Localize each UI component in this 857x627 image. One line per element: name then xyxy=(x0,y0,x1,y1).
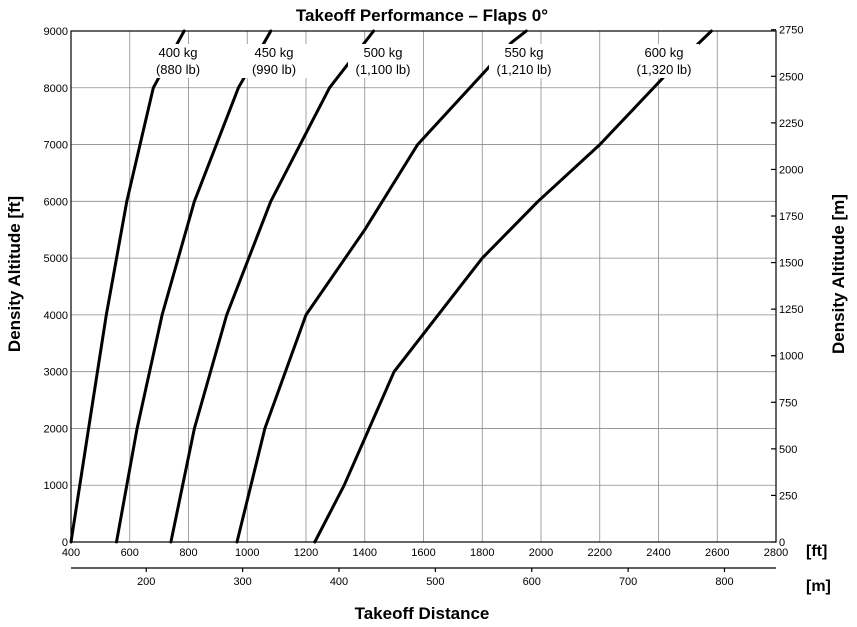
y-tick-label-m: 500 xyxy=(779,444,797,456)
series-line xyxy=(169,29,376,544)
y-tick-label-m: 250 xyxy=(779,490,797,502)
x-tick-label-ft: 1800 xyxy=(470,547,494,559)
y-tick-label-m: 0 xyxy=(779,537,785,549)
y-tick-label-ft: 4000 xyxy=(44,310,68,322)
x-tick-label-ft: 2600 xyxy=(705,547,729,559)
y-tick-label-ft: 0 xyxy=(62,537,68,549)
series-line xyxy=(235,29,528,544)
y-tick-label-ft: 9000 xyxy=(44,26,68,38)
y-tick-label-ft: 3000 xyxy=(44,367,68,379)
series-label-mass-kg: 550 kg xyxy=(504,45,543,60)
series-line xyxy=(313,29,713,544)
y-tick-label-ft: 5000 xyxy=(44,253,68,265)
x-tick-label-ft: 800 xyxy=(179,547,197,559)
series-label-background xyxy=(629,44,699,78)
series-label-background xyxy=(143,44,213,78)
x-tick-label-m: 400 xyxy=(330,576,348,588)
y-tick-label-ft: 6000 xyxy=(44,196,68,208)
x-tick-label-ft: 2200 xyxy=(588,547,612,559)
y-axis-title-right: Density Altitude [m] xyxy=(829,194,848,354)
x-tick-label-ft: 2000 xyxy=(529,547,553,559)
x-tick-label-ft: 2400 xyxy=(646,547,670,559)
y-tick-label-m: 2500 xyxy=(779,71,803,83)
x-tick-label-ft: 400 xyxy=(62,547,80,559)
x-tick-label-m: 500 xyxy=(426,576,444,588)
series-line xyxy=(115,29,273,544)
y-tick-label-m: 1750 xyxy=(779,211,803,223)
y-tick-label-ft: 8000 xyxy=(44,83,68,95)
x-tick-label-ft: 1600 xyxy=(411,547,435,559)
x-unit-m-label: [m] xyxy=(806,578,831,595)
chart-title: Takeoff Performance – Flaps 0° xyxy=(296,6,548,25)
x-unit-ft-label: [ft] xyxy=(806,543,827,560)
series-label-mass-lb: (1,210 lb) xyxy=(497,62,552,77)
tick-layer: 400 600 800 1000 1200 1400 1600 1800 2000 2200 240… xyxy=(44,25,804,588)
x-axis-title: Takeoff Distance xyxy=(355,604,490,623)
x-tick-label-ft: 2800 xyxy=(764,547,788,559)
curve-layer xyxy=(69,29,713,544)
y-axis-title-left: Density Altitude [ft] xyxy=(5,196,24,352)
x-tick-label-m: 200 xyxy=(137,576,155,588)
series-label-mass-lb: (1,320 lb) xyxy=(637,62,692,77)
series-label-mass-lb: (1,100 lb) xyxy=(356,62,411,77)
series-label-background xyxy=(348,44,418,78)
x-tick-label-ft: 1200 xyxy=(294,547,318,559)
series-label-mass-lb: (880 lb) xyxy=(156,62,200,77)
y-tick-label-m: 2250 xyxy=(779,118,803,130)
y-tick-label-m: 1000 xyxy=(779,351,803,363)
x-tick-label-ft: 600 xyxy=(121,547,139,559)
series-label-mass-kg: 400 kg xyxy=(158,45,197,60)
series-line xyxy=(69,29,186,544)
y-tick-label-m: 1500 xyxy=(779,258,803,270)
x-tick-label-m: 300 xyxy=(233,576,251,588)
x-tick-label-m: 800 xyxy=(715,576,733,588)
x-tick-label-m: 600 xyxy=(523,576,541,588)
grid-layer xyxy=(70,30,777,543)
x-tick-label-ft: 1000 xyxy=(235,547,259,559)
y-tick-label-m: 2750 xyxy=(779,25,803,37)
series-label-mass-kg: 600 kg xyxy=(644,45,683,60)
y-tick-label-ft: 7000 xyxy=(44,140,68,152)
y-tick-label-m: 750 xyxy=(779,397,797,409)
y-tick-label-m: 1250 xyxy=(779,304,803,316)
series-label-mass-lb: (990 lb) xyxy=(252,62,296,77)
series-label-mass-kg: 500 kg xyxy=(363,45,402,60)
series-label-background xyxy=(489,44,559,78)
label-layer: 400 kg (880 lb) 450 kg (990 lb) 500 kg (1,100… xyxy=(143,44,699,78)
series-label-background xyxy=(239,44,309,78)
plot-frame xyxy=(70,30,777,543)
x-tick-label-ft: 1400 xyxy=(353,547,377,559)
x-tick-label-m: 700 xyxy=(619,576,637,588)
y-tick-label-ft: 2000 xyxy=(44,423,68,435)
y-tick-label-m: 2000 xyxy=(779,164,803,176)
y-tick-label-ft: 1000 xyxy=(44,480,68,492)
series-label-mass-kg: 450 kg xyxy=(254,45,293,60)
